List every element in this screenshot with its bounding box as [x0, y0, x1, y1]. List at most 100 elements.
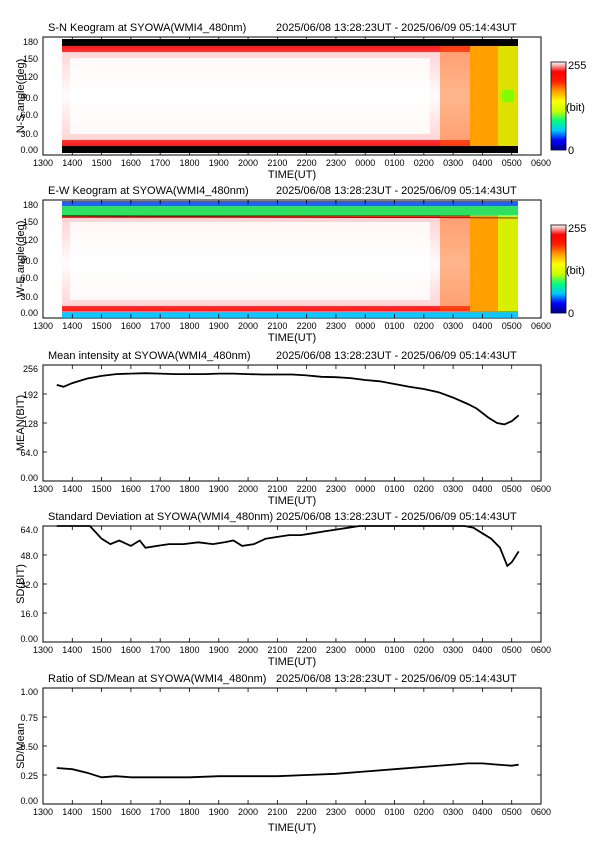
panel-time-range: 2025/06/08 13:28:23UT - 2025/06/09 05:14… — [276, 673, 517, 685]
x-tick-label: 1600 — [121, 321, 141, 331]
x-tick-label: 2300 — [326, 321, 346, 331]
x-tick-label: 0500 — [502, 807, 522, 817]
x-tick-label: 1800 — [179, 807, 199, 817]
panel-title: Ratio of SD/Mean at SYOWA(WMI4_480nm) — [48, 673, 266, 685]
x-tick-label: 2000 — [238, 321, 258, 331]
x-axis: 1300 1400 1500 1600 1700 1800 1900 2000 2100 2200… — [33, 688, 551, 817]
y-tick-label: 32.0 — [20, 580, 38, 590]
x-tick-label: 2300 — [326, 158, 346, 168]
x-tick-label: 1500 — [92, 158, 112, 168]
x-tick-label: 0200 — [414, 158, 434, 168]
x-tick-label: 1300 — [33, 645, 53, 655]
x-axis: 1300 1400 1500 1600 1700 1800 1900 2000 2100 2200… — [33, 200, 551, 331]
y-tick-label: 90.0 — [20, 93, 38, 103]
x-tick-label: 1500 — [92, 645, 112, 655]
colorbar-max-label: 255 — [568, 223, 586, 235]
y-tick-label: 30.0 — [20, 292, 38, 302]
x-tick-label: 2200 — [297, 321, 317, 331]
x-tick-label: 1800 — [179, 645, 199, 655]
y-tick-label: 180 — [23, 37, 38, 47]
y-axis-label: SD(BIT) — [15, 564, 27, 604]
x-tick-label: 0300 — [443, 645, 463, 655]
y-tick-label: 150 — [23, 217, 38, 227]
x-tick-label: 0300 — [443, 321, 463, 331]
x-axis: 1300 1400 1500 1600 1700 1800 1900 2000 2100 2200… — [33, 37, 551, 168]
x-tick-label: 1600 — [121, 158, 141, 168]
colorbar-min-label: 0 — [568, 308, 574, 320]
x-axis-label: TIME(UT) — [268, 169, 316, 181]
x-tick-label: 0000 — [355, 321, 375, 331]
x-axis-label: TIME(UT) — [268, 332, 316, 344]
x-tick-label: 0400 — [472, 807, 492, 817]
y-tick-label: 64.0 — [20, 525, 38, 535]
x-tick-label: 2000 — [238, 807, 258, 817]
x-tick-label: 1800 — [179, 158, 199, 168]
x-tick-label: 1400 — [62, 645, 82, 655]
y-tick-label: 150 — [23, 54, 38, 64]
x-tick-label: 1400 — [62, 807, 82, 817]
panel-title: Mean intensity at SYOWA(WMI4_480nm) — [48, 350, 251, 362]
y-tick-label: 0.00 — [20, 145, 38, 155]
y-ticks: 0.00 16.0 32.0 48.0 64.0 — [20, 525, 38, 644]
x-tick-label: 0100 — [385, 484, 405, 494]
x-tick-label: 2100 — [267, 645, 287, 655]
panel-sd-mean-ratio: Ratio of SD/Mean at SYOWA(WMI4_480nm) 20… — [15, 673, 551, 834]
x-tick-label: 1700 — [150, 645, 170, 655]
x-tick-label: 0600 — [531, 158, 551, 168]
x-tick-label: 2200 — [297, 807, 317, 817]
panel-mean-intensity: Mean intensity at SYOWA(WMI4_480nm) 2025… — [15, 350, 551, 507]
y-axis-label: W-E angle(deg) — [15, 221, 27, 298]
y-tick-label: 192 — [23, 390, 38, 400]
x-tick-label: 1900 — [209, 645, 229, 655]
x-tick-label: 2000 — [238, 484, 258, 494]
x-tick-label: 0000 — [355, 158, 375, 168]
x-tick-label: 2000 — [238, 158, 258, 168]
y-tick-label: 0.00 — [20, 473, 38, 483]
x-tick-label: 0300 — [443, 484, 463, 494]
standard-deviation-line — [56, 525, 520, 568]
x-axis-label: TIME(UT) — [268, 822, 316, 834]
x-tick-label: 1300 — [33, 807, 53, 817]
x-axis: 1300 1400 1500 1600 1700 1800 1900 2000 2100 2200… — [33, 526, 551, 655]
panel-sn-keogram: S-N Keogram at SYOWA(WMI4_480nm) 2025/06… — [15, 22, 586, 181]
x-tick-label: 0200 — [414, 321, 434, 331]
plot-frame — [42, 687, 542, 805]
y-tick-label: 60.0 — [20, 273, 38, 283]
x-axis: 1300 1400 1500 1600 1700 1800 1900 2000 2100 2200… — [33, 365, 551, 494]
y-tick-label: 0.00 — [20, 796, 38, 806]
panel-standard-deviation: Standard Deviation at SYOWA(WMI4_480nm) … — [15, 511, 551, 668]
x-tick-label: 1300 — [33, 321, 53, 331]
x-tick-label: 1300 — [33, 484, 53, 494]
x-tick-label: 2300 — [326, 645, 346, 655]
y-ticks: 0.00 0.25 0.50 0.75 1.00 — [20, 687, 38, 806]
x-tick-label: 2200 — [297, 645, 317, 655]
x-tick-label: 1700 — [150, 321, 170, 331]
y-axis-label: N-S angle(deg) — [15, 59, 27, 134]
x-tick-label: 2300 — [326, 807, 346, 817]
colorbar-unit-label: (bit) — [566, 102, 585, 114]
keogram-image — [62, 39, 518, 153]
x-tick-label: 1800 — [179, 321, 199, 331]
x-tick-label: 1700 — [150, 484, 170, 494]
y-tick-label: 30.0 — [20, 129, 38, 139]
colorbar: 255 (bit) 0 — [550, 223, 586, 320]
x-tick-label: 0600 — [531, 807, 551, 817]
x-tick-label: 0200 — [414, 807, 434, 817]
colorbar-min-label: 0 — [568, 145, 574, 157]
x-tick-label: 0400 — [472, 158, 492, 168]
colorbar: 255 (bit) 0 — [550, 60, 586, 157]
x-tick-label: 2000 — [238, 645, 258, 655]
x-tick-label: 0100 — [385, 321, 405, 331]
x-tick-label: 1300 — [33, 158, 53, 168]
x-tick-label: 2300 — [326, 484, 346, 494]
y-tick-label: 120 — [23, 72, 38, 82]
x-tick-label: 1800 — [179, 484, 199, 494]
y-tick-label: 16.0 — [20, 609, 38, 619]
panel-ew-keogram: E-W Keogram at SYOWA(WMI4_480nm) 2025/06… — [15, 185, 586, 344]
y-tick-label: 0.25 — [20, 771, 38, 781]
x-tick-label: 0600 — [531, 321, 551, 331]
y-axis-label: MEAN(BIT) — [15, 395, 27, 451]
y-tick-label: 0.75 — [20, 713, 38, 723]
keogram-image — [61, 201, 519, 317]
